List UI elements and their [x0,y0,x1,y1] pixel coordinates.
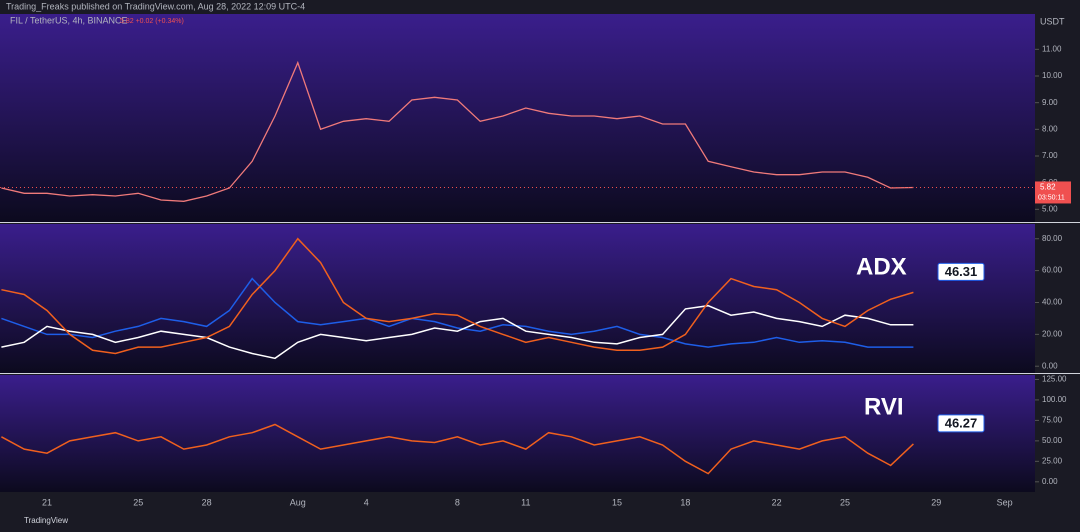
x-tick-label: 8 [455,497,460,507]
adx-pane [0,224,1035,373]
y-tick-label: 25.00 [1042,456,1063,465]
x-tick-label: 21 [42,497,52,507]
footer: TradingView [24,516,68,525]
publisher: Trading_Freaks published on TradingView.… [6,1,305,11]
price-tag-label: 5.82 [1040,183,1056,192]
pane-title: ADX [856,253,907,280]
y-tick-label: 7.00 [1042,151,1058,160]
y-tick-label: 5.00 [1042,204,1058,213]
y-tick-label: 20.00 [1042,329,1063,338]
x-tick-label: 15 [612,497,622,507]
x-tick-label: 25 [133,497,143,507]
series-line [1,277,914,348]
y-tick-label: 75.00 [1042,416,1063,425]
y-tick-label: 60.00 [1042,266,1063,275]
y-tick-label: 10.00 [1042,71,1063,80]
y-tick-label: 50.00 [1042,436,1063,445]
y-tick-label: 9.00 [1042,98,1058,107]
x-tick-label: Aug [290,497,306,507]
y-tick-label: 0.00 [1042,361,1058,370]
x-tick-label: 25 [840,497,850,507]
y-tick-label: 100.00 [1042,395,1067,404]
pane-title: RVI [864,393,904,420]
y-tick-label: 8.00 [1042,124,1058,133]
value-tag-label: 46.27 [945,415,978,430]
y-tick-label: 0.00 [1042,477,1058,486]
countdown: 03:50:11 [1038,194,1065,201]
x-tick-label: 18 [680,497,690,507]
y-tick-label: 125.00 [1042,375,1067,384]
value-tag-label: 46.31 [945,264,978,279]
price-pane [0,14,1035,222]
x-tick-label: 11 [521,497,530,507]
x-tick-label: 29 [931,497,941,507]
x-tick-label: 4 [364,497,369,507]
series-line [1,237,914,355]
symbol: FIL / TetherUS, 4h, BINANCE [10,15,128,25]
series-line [1,304,914,360]
x-tick-label: 22 [772,497,782,507]
x-tick-label: 28 [202,497,212,507]
series-line [1,423,914,475]
series-line [1,60,914,202]
x-tick-label: Sep [997,497,1013,507]
rvi-pane [0,375,1035,492]
quote: 5.82 +0.02 (+0.34%) [120,18,184,25]
y-tick-label: 11.00 [1042,44,1062,53]
y-tick-label: 40.00 [1042,298,1063,307]
value-tag [937,414,985,433]
unit: USDT [1040,16,1065,26]
price-tag [1035,181,1071,204]
value-tag [937,262,985,281]
y-tick-label: 80.00 [1042,234,1063,243]
